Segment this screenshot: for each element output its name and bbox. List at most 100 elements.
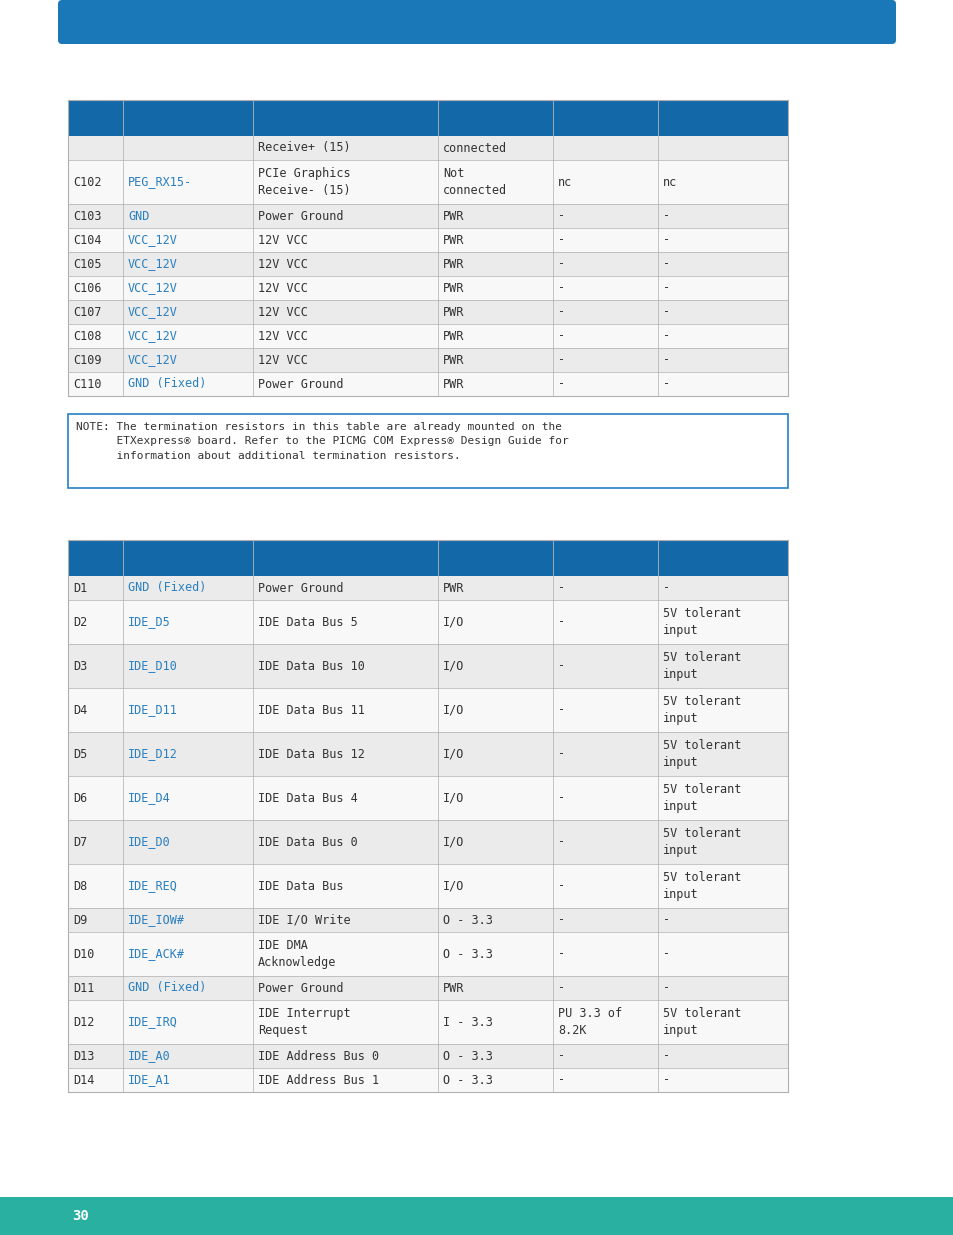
Text: C105: C105 (73, 258, 101, 270)
Bar (68, 228, 787, 252)
Text: -: - (662, 982, 669, 994)
Text: IDE_D0: IDE_D0 (128, 836, 171, 848)
Text: D3: D3 (73, 659, 87, 673)
Text: IDE_A0: IDE_A0 (128, 1050, 171, 1062)
Text: -: - (558, 836, 564, 848)
Text: -: - (558, 258, 564, 270)
Text: PWR: PWR (442, 282, 464, 294)
Text: PWR: PWR (442, 233, 464, 247)
Bar (0, 1197, 953, 1235)
Text: IDE_D10: IDE_D10 (128, 659, 177, 673)
Text: PWR: PWR (442, 305, 464, 319)
Bar (68, 161, 787, 204)
Bar (68, 136, 787, 161)
Text: NOTE: The termination resistors in this table are already mounted on the
      E: NOTE: The termination resistors in this … (76, 422, 568, 461)
Text: nc: nc (662, 175, 677, 189)
Text: D2: D2 (73, 615, 87, 629)
Text: GND (Fixed): GND (Fixed) (128, 982, 206, 994)
Text: -: - (558, 947, 564, 961)
Text: -: - (558, 615, 564, 629)
Bar (68, 932, 787, 976)
Text: IDE_REQ: IDE_REQ (128, 879, 177, 893)
Text: IDE_D11: IDE_D11 (128, 704, 177, 716)
Bar (68, 372, 787, 396)
Text: 12V VCC: 12V VCC (257, 282, 308, 294)
Bar (68, 540, 787, 576)
Text: I/O: I/O (442, 747, 464, 761)
Text: 5V tolerant
input: 5V tolerant input (662, 739, 740, 769)
Text: D10: D10 (73, 947, 94, 961)
Text: 5V tolerant
input: 5V tolerant input (662, 783, 740, 813)
Text: IDE DMA
Acknowledge: IDE DMA Acknowledge (257, 939, 336, 969)
Bar (68, 1000, 787, 1044)
Text: IDE Data Bus: IDE Data Bus (257, 879, 343, 893)
Text: 12V VCC: 12V VCC (257, 330, 308, 342)
Bar (68, 275, 787, 300)
Text: 12V VCC: 12V VCC (257, 258, 308, 270)
Text: -: - (558, 792, 564, 804)
Text: -: - (558, 704, 564, 716)
Text: PWR: PWR (442, 353, 464, 367)
Text: -: - (662, 210, 669, 222)
Bar (68, 324, 787, 348)
Text: O - 3.3: O - 3.3 (442, 914, 493, 926)
Text: -: - (558, 305, 564, 319)
Text: PEG_RX15-: PEG_RX15- (128, 175, 192, 189)
Text: 5V tolerant
input: 5V tolerant input (662, 651, 740, 680)
Text: -: - (558, 210, 564, 222)
Bar (68, 300, 787, 324)
Text: Power Ground: Power Ground (257, 582, 343, 594)
Text: 12V VCC: 12V VCC (257, 305, 308, 319)
Text: C102: C102 (73, 175, 101, 189)
Text: IDE Data Bus 4: IDE Data Bus 4 (257, 792, 357, 804)
Bar (68, 688, 787, 732)
Text: 12V VCC: 12V VCC (257, 233, 308, 247)
Text: IDE_D12: IDE_D12 (128, 747, 177, 761)
Bar (68, 908, 787, 932)
Text: D11: D11 (73, 982, 94, 994)
Text: PWR: PWR (442, 330, 464, 342)
Text: 5V tolerant
input: 5V tolerant input (662, 1007, 740, 1037)
Text: Power Ground: Power Ground (257, 378, 343, 390)
Text: PCIe Graphics
Receive- (15): PCIe Graphics Receive- (15) (257, 167, 351, 198)
Text: C108: C108 (73, 330, 101, 342)
Text: -: - (558, 582, 564, 594)
Text: C104: C104 (73, 233, 101, 247)
Text: IDE_A1: IDE_A1 (128, 1073, 171, 1087)
Bar (68, 100, 787, 136)
Text: IDE Data Bus 11: IDE Data Bus 11 (257, 704, 364, 716)
Text: VCC_12V: VCC_12V (128, 330, 177, 342)
Bar (68, 204, 787, 228)
Text: PWR: PWR (442, 582, 464, 594)
Text: O - 3.3: O - 3.3 (442, 1073, 493, 1087)
Text: -: - (662, 378, 669, 390)
Bar (68, 864, 787, 908)
Bar (68, 1068, 787, 1092)
Text: I/O: I/O (442, 836, 464, 848)
Text: IDE_IRQ: IDE_IRQ (128, 1015, 177, 1029)
Text: D12: D12 (73, 1015, 94, 1029)
Text: -: - (662, 914, 669, 926)
Text: PU 3.3 of
8.2K: PU 3.3 of 8.2K (558, 1007, 621, 1037)
Text: C107: C107 (73, 305, 101, 319)
Text: Receive+ (15): Receive+ (15) (257, 142, 351, 154)
Text: D8: D8 (73, 879, 87, 893)
Text: -: - (558, 330, 564, 342)
Text: PWR: PWR (442, 982, 464, 994)
Text: Power Ground: Power Ground (257, 982, 343, 994)
Text: C106: C106 (73, 282, 101, 294)
Text: -: - (558, 659, 564, 673)
Text: -: - (558, 982, 564, 994)
Text: D13: D13 (73, 1050, 94, 1062)
Text: IDE Data Bus 10: IDE Data Bus 10 (257, 659, 364, 673)
Text: D14: D14 (73, 1073, 94, 1087)
Text: -: - (662, 353, 669, 367)
Text: IDE_IOW#: IDE_IOW# (128, 914, 185, 926)
Text: IDE Interrupt
Request: IDE Interrupt Request (257, 1007, 351, 1037)
Text: -: - (558, 879, 564, 893)
Text: I/O: I/O (442, 879, 464, 893)
Text: D5: D5 (73, 747, 87, 761)
Bar (68, 600, 787, 643)
Text: IDE_D5: IDE_D5 (128, 615, 171, 629)
Text: -: - (662, 582, 669, 594)
